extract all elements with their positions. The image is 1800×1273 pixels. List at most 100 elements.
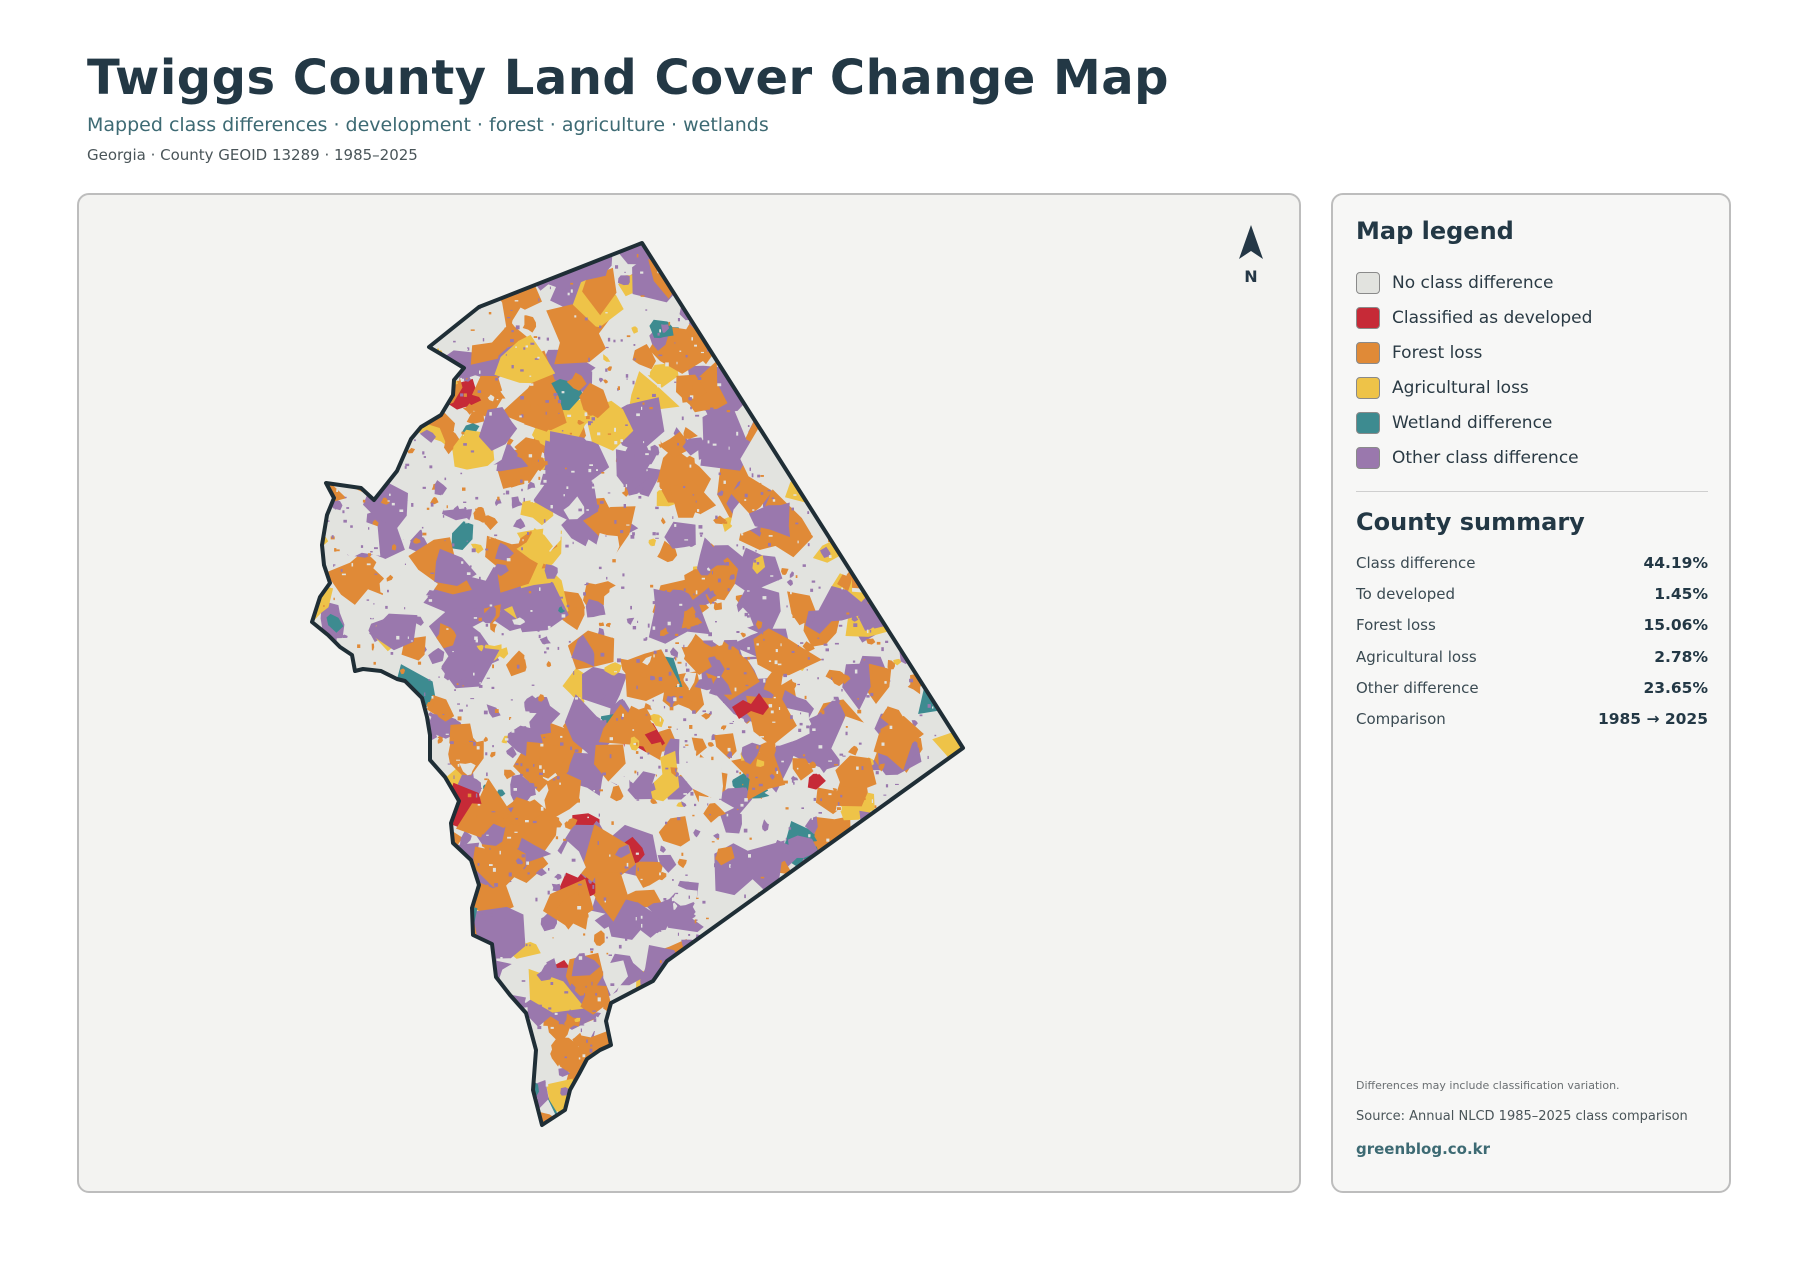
change-speckle (597, 432, 601, 436)
change-patch (748, 502, 791, 538)
change-speckle (488, 837, 492, 841)
change-speckle (749, 302, 753, 304)
change-patch (689, 1000, 695, 1007)
change-patch (945, 1072, 963, 1091)
change-speckle (836, 633, 840, 636)
change-patch (675, 1029, 687, 1043)
change-speckle (697, 624, 699, 626)
change-patch (785, 1123, 796, 1125)
change-patch (400, 690, 414, 707)
change-speckle (827, 1123, 831, 1125)
change-speckle (316, 766, 319, 770)
change-patch (312, 1027, 315, 1036)
change-speckle (835, 301, 839, 306)
change-speckle (490, 254, 494, 257)
change-speckle (843, 846, 847, 850)
change-speckle (524, 656, 528, 660)
change-speckle (968, 281, 969, 283)
change-patch (947, 544, 963, 576)
change-speckle (810, 283, 813, 287)
change-speckle (606, 917, 610, 920)
change-speckle (822, 585, 827, 590)
change-patch (478, 515, 498, 531)
change-speckle (819, 712, 822, 716)
change-speckle (603, 897, 607, 901)
map-panel[interactable]: N (77, 193, 1301, 1193)
change-speckle (358, 454, 359, 457)
change-patch (802, 336, 818, 360)
change-patch (943, 667, 950, 674)
change-patch (766, 927, 815, 993)
change-speckle (615, 265, 619, 269)
change-speckle (529, 944, 531, 947)
change-speckle (733, 905, 738, 907)
change-patch (807, 1075, 830, 1097)
change-patch (943, 350, 963, 387)
change-speckle (346, 646, 350, 649)
change-patch (490, 1021, 521, 1050)
change-speckle (565, 302, 569, 305)
change-speckle (668, 726, 672, 728)
site-link[interactable]: greenblog.co.kr (1356, 1140, 1491, 1158)
change-speckle (605, 312, 608, 314)
change-speckle (549, 286, 551, 290)
change-speckle (685, 744, 689, 746)
county-map[interactable] (79, 195, 1301, 1193)
change-patch (713, 601, 722, 611)
change-speckle (348, 953, 350, 955)
change-patch (682, 437, 706, 456)
change-speckle (828, 793, 832, 796)
change-speckle (643, 441, 645, 444)
change-speckle (498, 986, 501, 989)
change-patch (669, 1068, 677, 1074)
change-speckle (562, 1013, 566, 1016)
change-speckle (955, 964, 958, 967)
change-speckle (449, 966, 454, 970)
change-speckle (536, 243, 538, 246)
change-speckle (463, 443, 467, 446)
change-speckle (749, 1010, 751, 1013)
change-speckle (402, 1071, 406, 1076)
change-speckle (832, 886, 834, 889)
change-patch (410, 1073, 438, 1102)
change-speckle (600, 1057, 604, 1060)
change-patch (388, 1105, 413, 1125)
legend-label: Other class difference (1392, 447, 1579, 468)
change-patch (312, 986, 313, 1007)
change-speckle (523, 484, 527, 489)
change-patch (603, 379, 609, 384)
change-patch (388, 847, 402, 860)
change-speckle (612, 559, 616, 563)
change-speckle (574, 315, 577, 318)
change-speckle (444, 477, 447, 481)
change-patch (758, 329, 771, 341)
change-speckle (538, 634, 541, 639)
change-speckle (940, 779, 943, 783)
change-patch (878, 763, 885, 772)
change-speckle (439, 347, 443, 351)
change-speckle (387, 404, 390, 408)
change-speckle (749, 377, 753, 379)
legend-swatch (1356, 271, 1380, 294)
change-speckle (429, 261, 431, 265)
change-patch (594, 744, 626, 782)
change-patch (913, 933, 921, 942)
change-speckle (306, 565, 310, 567)
change-patch (522, 243, 529, 245)
change-patch (793, 403, 798, 410)
change-speckle (530, 342, 535, 345)
change-speckle (625, 1031, 627, 1034)
change-speckle (688, 262, 692, 264)
change-speckle (561, 391, 565, 394)
change-speckle (695, 1017, 699, 1020)
change-patch (544, 564, 558, 579)
change-speckle (693, 1106, 697, 1110)
change-patch (470, 543, 484, 554)
change-speckle (366, 808, 368, 812)
change-patch (807, 773, 826, 790)
change-patch (340, 686, 378, 727)
change-speckle (404, 466, 407, 469)
change-speckle (681, 852, 684, 856)
change-speckle (813, 866, 816, 870)
change-speckle (452, 850, 454, 852)
